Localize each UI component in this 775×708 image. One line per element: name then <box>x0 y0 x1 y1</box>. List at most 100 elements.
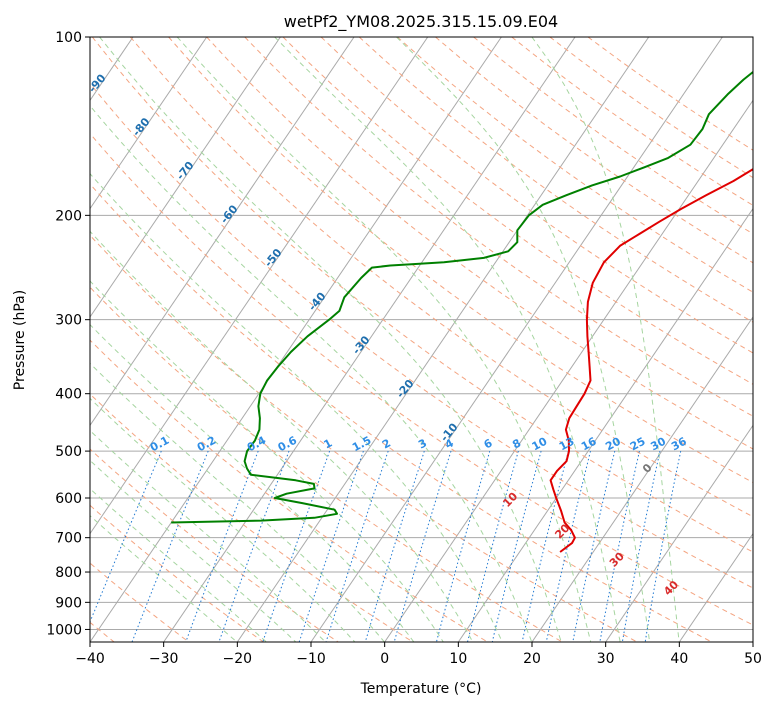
dry-adiabat-label: 10 <box>500 490 520 510</box>
plot-frame <box>89 36 754 643</box>
mixing-ratio-label: 25 <box>628 435 648 454</box>
mixing-ratio-line <box>364 450 425 642</box>
isotherm-label: -80 <box>130 115 153 139</box>
mixing-ratio-line <box>131 450 209 642</box>
mixing-ratio-line <box>545 450 591 642</box>
x-tick-label: 30 <box>597 651 615 667</box>
mixing-ratio-line <box>325 450 389 642</box>
mixing-ratio-label: 13 <box>557 435 577 454</box>
x-tick-label: −10 <box>296 651 326 667</box>
moist-adiabat-line <box>274 37 621 642</box>
x-axis: −40 −30 −20 −10 0 10 20 30 40 50 <box>75 642 762 667</box>
mixing-ratio-line <box>185 450 259 642</box>
isotherm-line <box>90 37 355 427</box>
mixing-ratio-label: 8 <box>510 436 523 451</box>
y-tick-label: 900 <box>55 595 82 611</box>
y-tick-label: 100 <box>55 30 82 46</box>
isotherm-line <box>163 37 576 642</box>
mixing-ratio-line <box>644 451 682 642</box>
isotherm-line <box>90 37 502 642</box>
y-tick-label: 500 <box>55 444 82 460</box>
moist-adiabat-line <box>90 429 326 642</box>
mixing-ratio-line <box>393 450 452 642</box>
dry-adiabat-line <box>90 82 753 589</box>
dry-adiabat-line <box>473 37 753 235</box>
x-tick-label: 10 <box>449 651 467 667</box>
y-tick-label: 300 <box>55 313 82 329</box>
dry-adiabat-label: 20 <box>552 521 572 541</box>
mixing-ratio-line <box>491 450 542 642</box>
moist-adiabat-line <box>531 37 680 642</box>
isotherm-line <box>90 37 281 318</box>
isotherm-line <box>90 37 429 535</box>
x-tick-label: −30 <box>149 651 179 667</box>
profile-lines <box>171 70 753 553</box>
dry-adiabat-line <box>90 132 753 626</box>
isotherm-line <box>678 532 753 642</box>
mixing-ratio-label: 6 <box>482 436 495 451</box>
isotherm-label: -90 <box>86 71 109 95</box>
y-tick-label: 1000 <box>46 622 82 638</box>
temperature-profile-line <box>549 167 753 553</box>
moist-adiabat-line <box>90 362 385 642</box>
y-tick-label: 400 <box>55 387 82 403</box>
isotherm-line <box>605 424 753 642</box>
mixing-ratio-line <box>572 450 616 642</box>
moist-adiabat-line <box>90 105 533 642</box>
isotherm-label: -60 <box>218 202 241 226</box>
dry-adiabat-line <box>90 339 488 642</box>
mixing-ratio-line <box>218 450 290 642</box>
moist-adiabat-line <box>90 459 297 642</box>
moist-adiabat-line <box>90 488 267 642</box>
dry-adiabat-line <box>358 37 753 323</box>
dry-adiabat-line <box>396 37 753 293</box>
mixing-ratio-line <box>599 450 640 642</box>
dry-adiabat-line <box>282 37 753 385</box>
moist-adiabat-line <box>176 37 592 642</box>
dry-adiabat-line <box>90 393 414 642</box>
x-tick-label: 20 <box>523 651 541 667</box>
moist-adiabat-line <box>396 37 651 642</box>
dry-adiabat-line <box>206 37 753 450</box>
y-axis: 100 200 300 400 500 600 700 800 900 1000 <box>46 30 90 638</box>
dry-adiabat-line <box>130 37 753 518</box>
dry-adiabat-label: 40 <box>661 578 681 598</box>
mixing-ratio-line <box>521 450 569 642</box>
mixing-ratio-label: 16 <box>579 435 599 454</box>
isotherm-label: -50 <box>262 246 285 270</box>
dry-adiabat-line <box>90 562 190 642</box>
isotherm-line <box>236 37 650 642</box>
mixing-ratio-label: 20 <box>603 435 623 454</box>
x-axis-label: Temperature (°C) <box>360 681 482 697</box>
isotherm-line <box>0 37 59 642</box>
isotherm-line <box>384 99 753 642</box>
dry-adiabat-line <box>90 234 638 642</box>
isotherm-line <box>457 207 753 642</box>
isotherm-label: -70 <box>174 159 197 183</box>
mixing-ratio-line <box>262 450 331 642</box>
mixing-ratio-label: 30 <box>648 435 668 454</box>
chart-title: wetPf2_YM08.2025.315.15.09.E04 <box>284 12 558 32</box>
mixing-ratio-line <box>467 450 519 642</box>
x-tick-label: −20 <box>223 651 253 667</box>
dry-adiabat-line <box>320 37 753 354</box>
x-tick-label: −40 <box>75 651 105 667</box>
mixing-ratio-line <box>90 450 162 624</box>
y-tick-label: 800 <box>55 565 82 581</box>
moist-adiabat-line <box>99 37 562 642</box>
x-tick-label: 50 <box>744 651 762 667</box>
mixing-ratio-line <box>298 450 364 642</box>
background-lines <box>0 37 753 642</box>
wet-bulb-zero-label: 0 <box>640 461 655 476</box>
isotherm-line <box>531 316 753 642</box>
dry-adiabat-line <box>168 37 753 484</box>
isotherm-label: -40 <box>306 290 329 314</box>
x-tick-label: 40 <box>670 651 688 667</box>
mixing-ratio-line <box>435 450 491 642</box>
dry-adiabat-line <box>90 286 563 642</box>
y-axis-label: Pressure (hPa) <box>12 290 28 390</box>
y-tick-label: 700 <box>55 531 82 547</box>
moist-adiabat-line <box>90 230 474 642</box>
in-plot-labels: 0.1 0.2 0.4 0.6 1 1.5 2 3 4 6 8 10 13 16 20 25 30 36-100-… <box>86 71 689 598</box>
dry-adiabat-line <box>90 183 712 642</box>
